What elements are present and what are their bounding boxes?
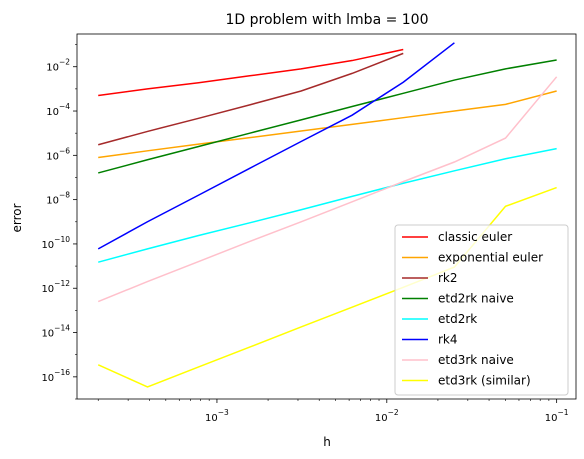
legend-label: exponential euler — [438, 251, 543, 265]
x-axis-label: h — [323, 435, 331, 449]
legend-box — [394, 224, 569, 396]
series-line-etd2rk-naive — [98, 59, 557, 174]
y-tick-label: 10−14 — [41, 324, 70, 340]
x-tick-label: 10−2 — [375, 408, 399, 424]
y-tick-label: 10−6 — [46, 146, 70, 162]
axis-ticks: 10−3 10−2 10−1 10−16 10−14 10−12 10−10 10−8 10−6… — [41, 44, 569, 424]
legend-label: classic euler — [438, 230, 512, 244]
series-line-rk4 — [97, 42, 455, 250]
chart-title: 1D problem with lmba = 100 — [225, 12, 428, 28]
legend-label: etd3rk (similar) — [438, 374, 531, 388]
x-tick-label: 10−1 — [545, 408, 569, 424]
legend-label: rk4 — [438, 333, 458, 347]
legend-label: rk2 — [438, 271, 458, 285]
plot-lines — [97, 42, 558, 388]
y-tick-label: 10−10 — [41, 235, 70, 251]
y-tick-label: 10−16 — [41, 368, 70, 384]
y-tick-label: 10−2 — [46, 58, 70, 74]
plot-frame — [76, 33, 577, 400]
x-tick-label: 10−3 — [205, 408, 229, 424]
y-tick-label: 10−12 — [41, 279, 70, 295]
legend-label: etd3rk naive — [438, 353, 514, 367]
series-line-classic-euler — [98, 48, 404, 97]
y-tick-label: 10−4 — [46, 102, 70, 118]
y-axis-label: error — [10, 203, 24, 232]
legend-label: etd2rk naive — [438, 292, 514, 306]
series-line-rk2 — [98, 52, 404, 146]
series-line-etd2rk — [98, 147, 557, 263]
series-line-etd3rk-naive — [97, 76, 558, 303]
legend: classic euler exponential euler rk2 etd2rk … — [394, 224, 569, 396]
y-tick-label: 10−8 — [46, 191, 70, 207]
legend-label: etd2rk — [438, 312, 477, 326]
